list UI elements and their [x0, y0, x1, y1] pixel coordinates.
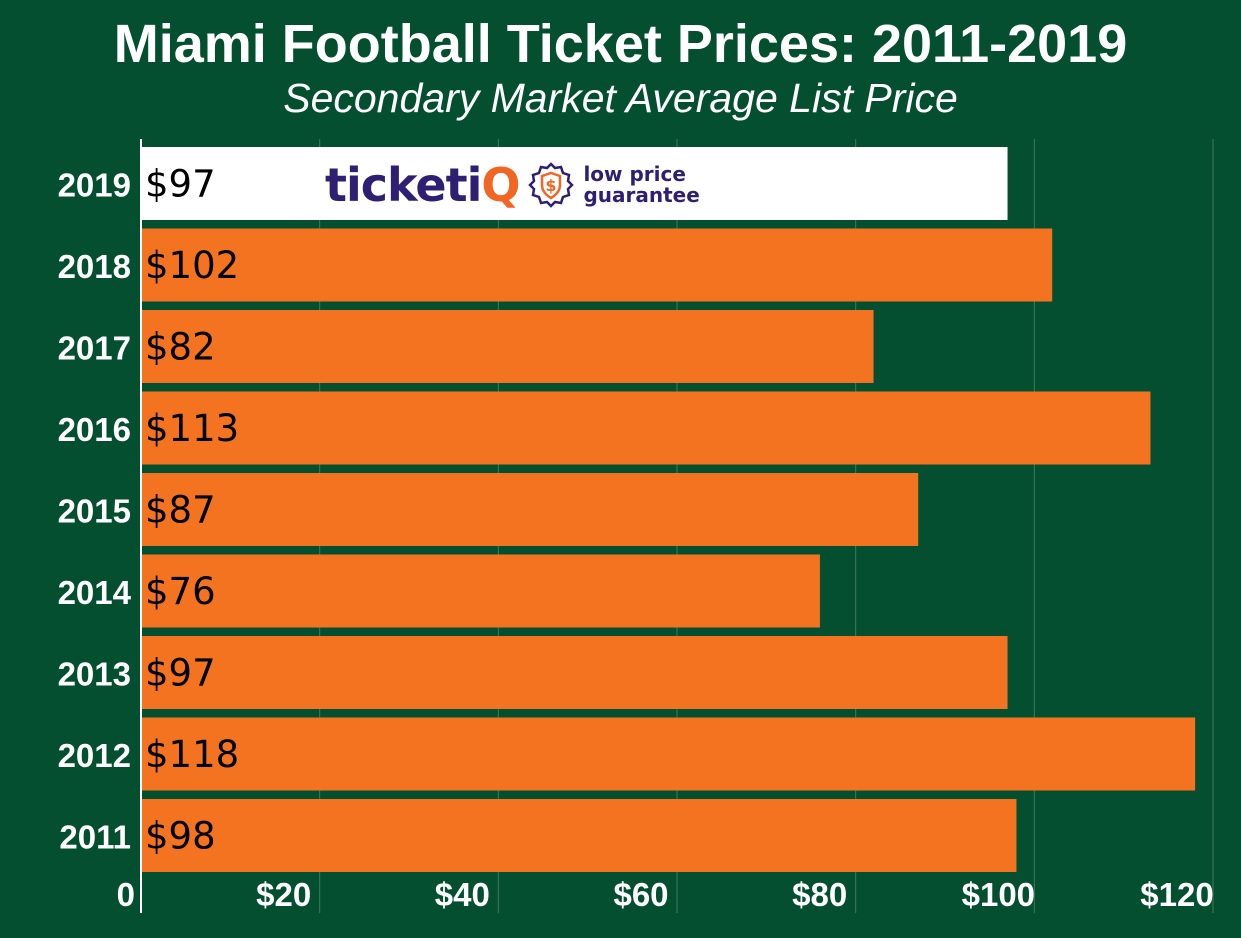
category-label: 2012	[58, 737, 131, 774]
x-tick-label: $60	[613, 876, 668, 913]
value-label: $97	[145, 652, 216, 695]
shield-dollar-icon: $	[528, 162, 575, 208]
value-label: $98	[145, 815, 216, 858]
chart-title: Miami Football Ticket Prices: 2011-2019	[113, 14, 1128, 74]
x-tick-label: $120	[1140, 876, 1213, 913]
category-label: 2017	[58, 330, 131, 367]
category-label: 2018	[58, 248, 131, 285]
value-label: $76	[145, 570, 216, 613]
value-label: $118	[145, 733, 239, 776]
value-label: $102	[145, 244, 239, 287]
value-labels: $97 $102 $82 $113 $87 $76 $97 $118 $98	[145, 163, 239, 858]
bar	[141, 554, 820, 628]
bar	[141, 799, 1017, 872]
category-labels: 2019 2018 2017 2016 2015 2014 2013 2012 2011	[58, 167, 132, 856]
bar	[141, 391, 1151, 465]
ticketiq-watermark: ticketiQ $ low price guarantee	[325, 157, 700, 213]
x-tick-label: 0	[117, 876, 135, 913]
value-label: $97	[145, 163, 216, 206]
logo-text-accent: Q	[481, 158, 520, 212]
badge-symbol: $	[546, 176, 557, 195]
category-label: 2019	[58, 167, 131, 204]
bar	[141, 636, 1008, 709]
category-label: 2016	[58, 411, 131, 448]
ticketiq-logo: ticketiQ	[325, 157, 520, 213]
x-tick-label: $20	[256, 876, 311, 913]
category-label: 2014	[58, 574, 132, 611]
x-tick-label: $100	[962, 876, 1035, 913]
tagline-line-2: guarantee	[583, 183, 700, 207]
category-label: 2015	[58, 493, 131, 530]
category-label: 2013	[58, 656, 131, 693]
bar	[141, 310, 874, 383]
value-label: $113	[145, 407, 239, 450]
x-axis-tick-labels: 0 $20 $40 $60 $80 $100 $120	[117, 876, 1214, 913]
value-label: $82	[145, 326, 216, 369]
bar	[141, 147, 1008, 220]
value-label: $87	[145, 489, 216, 532]
tagline-line-1: low price	[583, 162, 686, 186]
bars	[141, 147, 1196, 872]
category-label: 2011	[59, 819, 131, 856]
x-tick-label: $80	[792, 876, 847, 913]
bar	[141, 228, 1053, 302]
bar	[141, 717, 1196, 791]
bar	[141, 473, 919, 546]
x-tick-label: $40	[435, 876, 490, 913]
logo-text-main: ticketi	[325, 158, 482, 212]
chart-subtitle: Secondary Market Average List Price	[283, 75, 958, 121]
watermark-tagline: low price guarantee	[583, 164, 699, 206]
